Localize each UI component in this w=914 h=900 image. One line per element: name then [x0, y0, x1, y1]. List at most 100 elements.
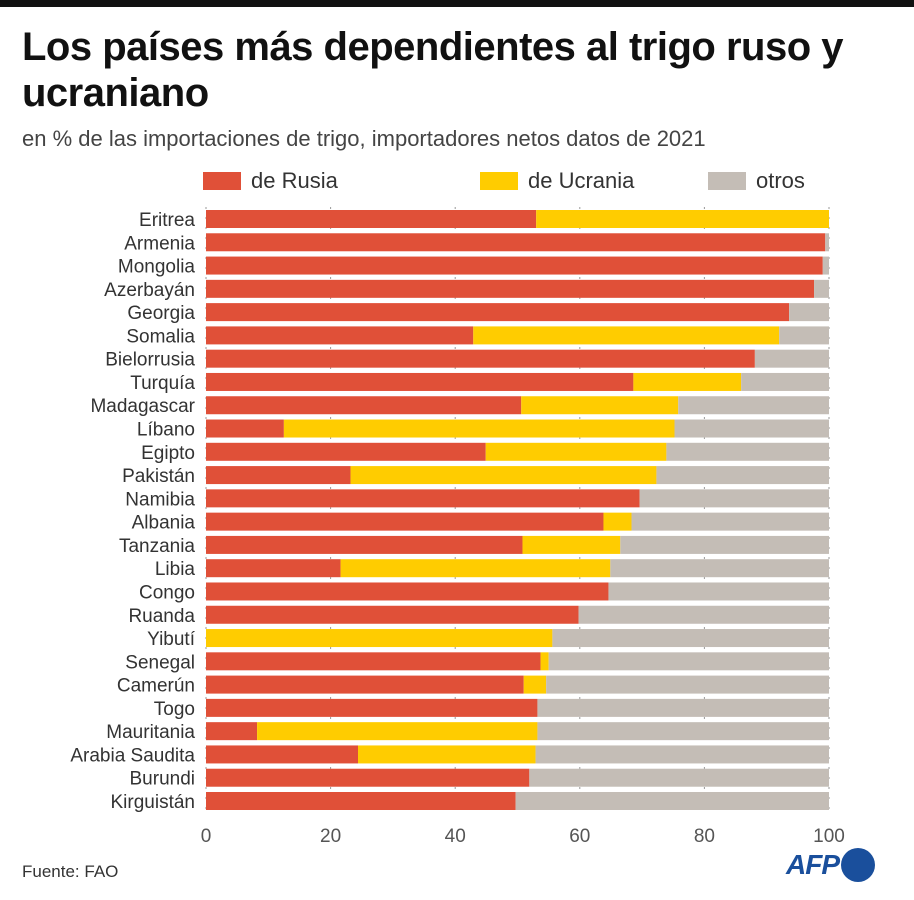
bar-ucrania	[485, 442, 667, 461]
bar-ucrania	[522, 535, 621, 554]
category-label: Egipto	[141, 443, 195, 464]
bar-rusia	[206, 349, 755, 368]
bar-otros	[814, 279, 829, 298]
bar-rusia	[206, 652, 541, 671]
bar-rusia	[206, 419, 284, 438]
bar-rusia	[206, 582, 609, 601]
category-label: Yibutí	[147, 629, 196, 650]
category-label: Ruanda	[128, 606, 195, 627]
bar-ucrania	[473, 326, 780, 345]
category-label: Tanzania	[119, 536, 195, 557]
bar-rusia	[206, 559, 341, 578]
bar-otros	[537, 698, 829, 717]
legend-item-ucrania: de Ucrania	[480, 168, 634, 194]
bar-ucrania	[257, 722, 538, 741]
bar-otros	[537, 722, 829, 741]
bar-otros	[620, 535, 829, 554]
category-label: Pakistán	[122, 466, 195, 487]
bar-ucrania	[633, 372, 742, 391]
category-label: Eritrea	[139, 210, 195, 231]
bar-ucrania	[283, 419, 675, 438]
bar-ucrania	[523, 675, 547, 694]
bar-rusia	[206, 372, 634, 391]
bar-otros	[789, 303, 829, 322]
chart-title: Los países más dependientes al trigo rus…	[22, 25, 843, 115]
category-label: Namibia	[125, 489, 195, 510]
bar-otros	[822, 256, 829, 275]
legend-item-otros: otros	[708, 168, 805, 194]
bar-ucrania	[603, 512, 632, 531]
bar-otros	[529, 768, 829, 787]
top-rule	[0, 0, 914, 7]
category-label: Líbano	[137, 420, 195, 441]
bar-rusia	[206, 256, 823, 275]
bar-otros	[552, 629, 829, 648]
category-label: Libia	[155, 559, 196, 580]
bar-rusia	[206, 745, 359, 764]
category-label: Kirguistán	[111, 792, 196, 813]
bar-otros	[515, 792, 829, 810]
bar-otros	[608, 582, 829, 601]
bar-rusia	[206, 768, 530, 787]
bar-otros	[666, 442, 829, 461]
bar-otros	[546, 675, 829, 694]
bar-otros	[678, 396, 829, 415]
bar-otros	[741, 372, 829, 391]
bar-otros	[578, 605, 829, 624]
category-label: Armenia	[124, 233, 195, 254]
bar-ucrania	[206, 629, 553, 648]
category-label: Camerún	[117, 676, 195, 697]
category-label: Mongolia	[118, 257, 196, 278]
afp-logo: AFP	[786, 848, 875, 882]
source-note: Fuente: FAO	[22, 862, 119, 881]
category-label: Madagascar	[90, 396, 195, 417]
x-tick-label: 0	[201, 826, 212, 847]
bar-rusia	[206, 535, 523, 554]
x-tick-label: 100	[813, 826, 845, 847]
bar-otros	[610, 559, 829, 578]
bar-rusia	[206, 466, 351, 485]
legend-label: de Ucrania	[528, 168, 635, 193]
category-label: Burundi	[130, 769, 196, 790]
category-label: Somalia	[126, 326, 195, 347]
legend-swatch	[480, 172, 518, 190]
bar-rusia	[206, 303, 790, 322]
category-label: Congo	[139, 582, 195, 603]
bar-otros	[548, 652, 829, 671]
category-label: Arabia Saudita	[70, 745, 195, 766]
legend: de Rusia de Ucrania otros	[0, 168, 914, 198]
x-tick-label: 20	[320, 826, 341, 847]
bar-rusia	[206, 442, 486, 461]
bar-rusia	[206, 698, 538, 717]
bar-otros	[754, 349, 829, 368]
category-label: Azerbayán	[104, 280, 195, 301]
bar-otros	[656, 466, 829, 485]
bar-otros	[779, 326, 829, 345]
bar-otros	[639, 489, 829, 508]
bar-rusia	[206, 512, 604, 531]
bar-rusia	[206, 233, 826, 252]
bar-rusia	[206, 396, 522, 415]
legend-label: otros	[756, 168, 805, 193]
category-label: Senegal	[125, 652, 195, 673]
bar-rusia	[206, 210, 537, 228]
bar-ucrania	[521, 396, 679, 415]
x-tick-label: 40	[445, 826, 466, 847]
x-tick-label: 80	[694, 826, 715, 847]
bar-ucrania	[340, 559, 611, 578]
legend-swatch	[708, 172, 746, 190]
bar-otros	[535, 745, 829, 764]
category-label: Turquía	[130, 373, 195, 394]
bar-ucrania	[358, 745, 536, 764]
bar-rusia	[206, 722, 258, 741]
bar-otros	[674, 419, 829, 438]
bar-otros	[825, 233, 829, 252]
chart-subtitle: en % de las importaciones de trigo, impo…	[22, 126, 706, 151]
legend-label: de Rusia	[251, 168, 338, 193]
bar-ucrania	[536, 210, 829, 228]
bar-rusia	[206, 326, 474, 345]
bar-rusia	[206, 489, 640, 508]
category-label: Bielorrusia	[105, 350, 195, 371]
x-tick-label: 60	[569, 826, 590, 847]
